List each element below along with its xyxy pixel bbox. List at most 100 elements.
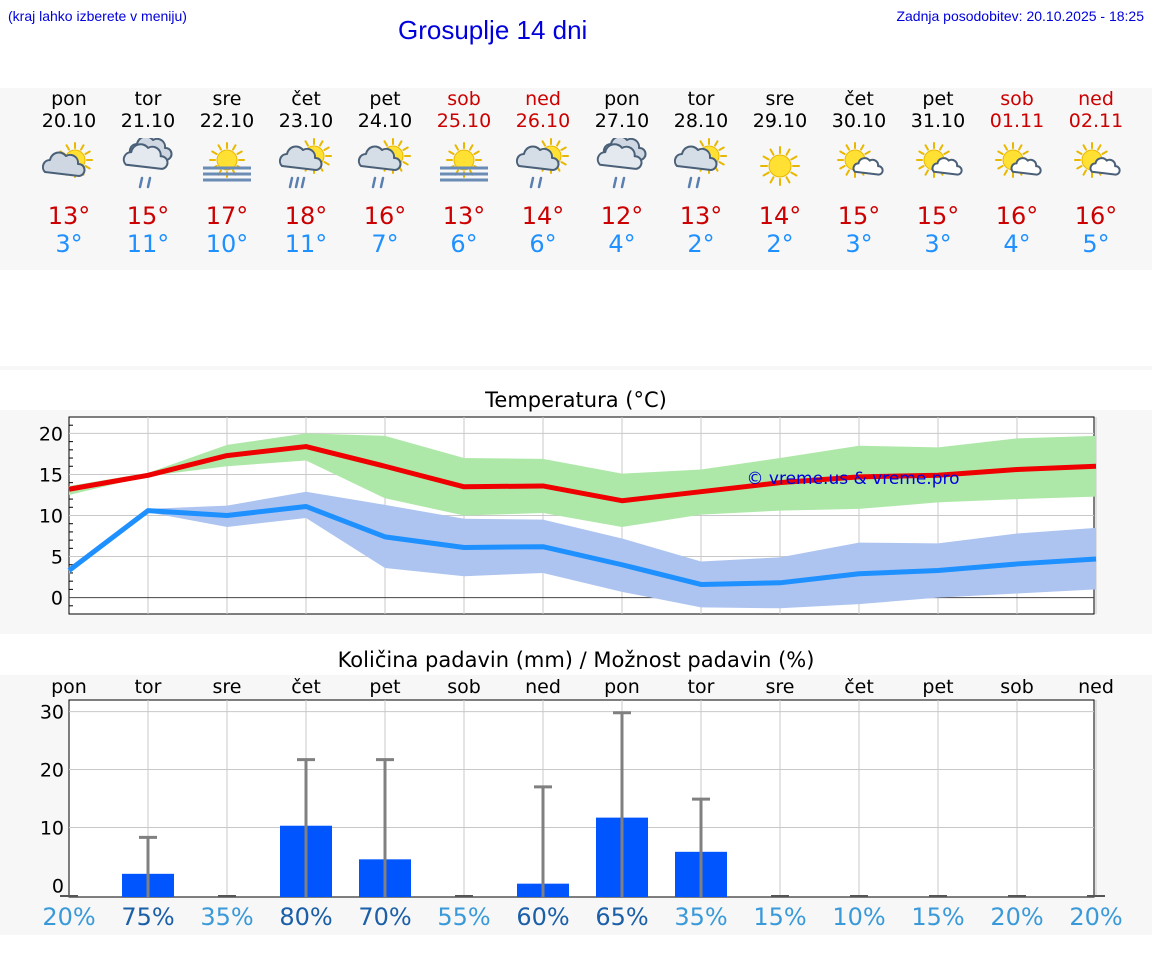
day-column: čet 23.10 18° 11° [266,88,346,258]
day-name: pon [604,88,640,110]
day-name: tor [687,88,715,110]
precip-chart: pon tor sre čet pet sob ned pon tor sre čet pet sob n… [40,676,1114,898]
last-updated: Zadnja posodobitev: 20.10.2025 - 18:25 [896,8,1144,24]
day-name: sre [765,88,795,110]
max-temp: 18° [284,202,328,230]
day-column: sre 22.10 17° 10° [187,88,267,258]
day-name: sre [212,88,242,110]
min-temp: 6° [450,230,478,258]
min-temp-line [67,503,1097,587]
min-temp: 3° [845,230,873,258]
location-hint: (kraj lahko izberete v meniju) [8,8,187,24]
min-temp: 3° [55,230,83,258]
sun-drizzle-cloud-icon [515,138,569,189]
temperature-chart: 0 5 10 15 20 © vreme.us & vreme.pro [39,416,1097,615]
max-temp: 14° [521,202,565,230]
precip-day-label: ned [1078,676,1114,698]
day-column: tor 28.10 13° 2° [661,88,741,258]
rain-cloud-icon [596,138,647,189]
y-tick-label: 20 [39,423,63,445]
day-name: pon [51,88,87,110]
precip-day-label: čet [291,676,321,698]
day-name: sob [1000,88,1034,110]
day-date: 27.10 [594,110,650,132]
max-temp: 15° [126,202,170,230]
precip-day-label: sre [766,676,795,698]
day-forecast-row: pon 20.10 13° 3° tor 21.10 15° 11° sre 22.10 17° 10… [0,88,1152,270]
precip-day-label: pet [922,676,953,698]
precip-day-label: pet [369,676,400,698]
max-temp: 13° [679,202,723,230]
precip-day-label: pon [604,676,640,698]
max-temp: 13° [442,202,486,230]
precip-day-label: sob [1000,676,1034,698]
precip-day-label: pon [51,676,87,698]
watermark: © vreme.us & vreme.pro [746,469,959,489]
day-column: pon 27.10 12° 4° [582,88,662,258]
min-temp: 6° [529,230,557,258]
day-column: pet 31.10 15° 3° [898,88,978,258]
plot-area [68,699,1095,898]
sun-small-cloud-icon [995,142,1042,178]
y-tick-label: 10 [39,506,63,528]
day-date: 30.10 [831,110,887,132]
day-date: 01.11 [989,110,1045,132]
day-date: 26.10 [515,110,571,132]
min-temp: 5° [1082,230,1110,258]
max-temp: 16° [995,202,1039,230]
y-tick-label: 0 [52,875,64,897]
day-name: ned [1078,88,1114,110]
sun-small-cloud-icon [916,142,963,178]
min-temp: 4° [608,230,636,258]
day-column: sob 01.11 16° 4° [977,88,1057,258]
sun-drizzle-cloud-icon [357,138,411,189]
day-column: pon 20.10 13° 3° [29,88,109,258]
day-date: 02.11 [1068,110,1124,132]
day-name: tor [134,88,162,110]
day-date: 31.10 [910,110,966,132]
max-temp: 12° [600,202,644,230]
day-date: 21.10 [120,110,176,132]
max-temp: 15° [916,202,960,230]
max-temp: 16° [1074,202,1118,230]
rain-cloud-icon [122,138,173,189]
sun-icon [760,146,800,186]
precip-day-label: tor [688,676,715,698]
min-temp: 2° [687,230,715,258]
temperature-chart-title: Temperatura (°C) [485,388,667,412]
max-temp: 16° [363,202,407,230]
min-temp: 10° [205,230,249,258]
day-date: 25.10 [436,110,492,132]
max-temp: 15° [837,202,881,230]
precip-day-label: ned [525,676,561,698]
day-column: tor 21.10 15° 11° [108,88,188,258]
min-temp: 11° [126,230,170,258]
precip-day-label: sre [213,676,242,698]
day-date: 28.10 [673,110,729,132]
divider-band [0,366,1152,370]
day-column: sre 29.10 14° 2° [740,88,820,258]
precip-day-label: čet [844,676,874,698]
max-temp: 13° [47,202,91,230]
y-tick-label: 0 [51,588,63,610]
forecast-band [0,88,1152,270]
min-temp: 11° [284,230,328,258]
y-tick-label: 10 [40,817,64,839]
day-column: čet 30.10 15° 3° [819,88,899,258]
fog-sun-icon [203,142,251,182]
min-temp: 2° [766,230,794,258]
min-temp: 3° [924,230,952,258]
fog-sun-icon [440,142,488,182]
day-name: pet [369,88,401,110]
max-temp-range-band [69,433,1096,527]
y-tick-label: 30 [40,702,64,724]
day-column: ned 26.10 14° 6° [503,88,583,258]
day-date: 24.10 [357,110,413,132]
cloud-sun-icon [41,142,93,178]
day-date: 22.10 [199,110,255,132]
min-temp: 7° [371,230,399,258]
sun-rain-cloud-icon [278,138,332,189]
precip-chart-title: Količina padavin (mm) / Možnost padavin … [337,648,815,672]
day-name: čet [291,88,321,110]
min-temp-range-band [69,491,1096,609]
